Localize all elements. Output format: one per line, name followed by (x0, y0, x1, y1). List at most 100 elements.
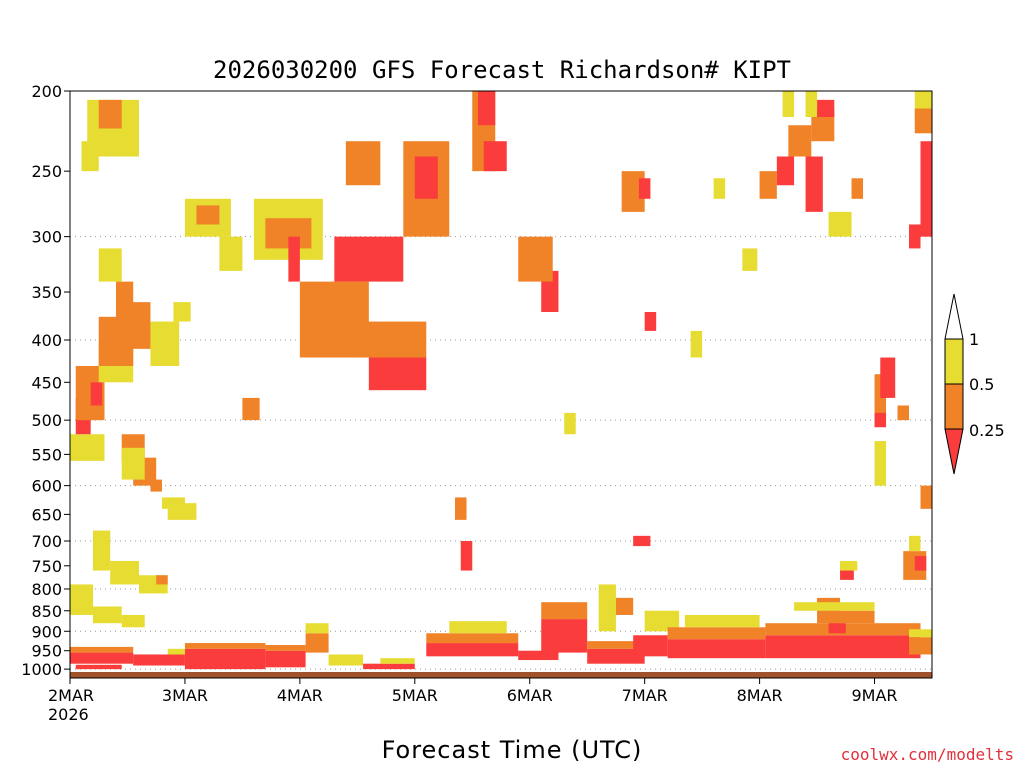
heatmap-cell (460, 541, 473, 571)
heatmap-cell (840, 560, 858, 571)
heatmap-cell (196, 205, 220, 225)
chart-title: 2026030200 GFS Forecast Richardson# KIPT (213, 56, 791, 84)
legend-label: 1 (969, 330, 979, 349)
heatmap-cell (644, 610, 680, 632)
heatmap-cell (92, 606, 122, 624)
x-tick-label: 2MAR (48, 686, 94, 705)
heatmap-cell (219, 236, 243, 271)
heatmap-cell (98, 248, 122, 282)
y-tick-label: 200 (31, 82, 62, 101)
heatmap-cell (897, 405, 910, 421)
heatmap-cell (357, 321, 427, 358)
legend-swatch (944, 383, 964, 430)
y-tick-label: 950 (31, 642, 62, 661)
heatmap-cell (363, 663, 415, 670)
x-tick-label: 9MAR (852, 686, 898, 705)
y-tick-label: 600 (31, 477, 62, 496)
heatmap-cell (334, 236, 404, 282)
heatmap-cell (156, 575, 168, 585)
y-tick-label: 700 (31, 532, 62, 551)
heatmap-cell (90, 382, 103, 406)
heatmap-cell (483, 141, 507, 172)
heatmap-cell (880, 357, 896, 398)
heatmap-cell (368, 357, 427, 391)
heatmap-cell (305, 623, 329, 634)
y-tick-label: 500 (31, 411, 62, 430)
heatmap-cell (133, 654, 185, 666)
heatmap-cell (478, 91, 496, 126)
heatmap-cell (92, 530, 111, 571)
legend-label: 0.5 (969, 375, 994, 394)
y-axis: 200 250 300 350 400 450 500 550 600 650 700 750 800 8… (21, 82, 70, 679)
y-tick-label: 400 (31, 331, 62, 350)
y-tick-label: 1000 (21, 660, 62, 679)
heatmap-cell (920, 485, 932, 509)
heatmap-cell (184, 643, 266, 649)
heatmap-cells (70, 91, 932, 670)
y-tick-label: 800 (31, 580, 62, 599)
heatmap-cell (150, 321, 180, 366)
y-tick-label: 850 (31, 602, 62, 621)
y-tick-label: 350 (31, 283, 62, 302)
heatmap-cell (817, 99, 835, 117)
heatmap-cell (828, 211, 852, 237)
credit-link[interactable]: coolwx.com/modelts (841, 745, 1014, 764)
heatmap-cell (518, 650, 559, 661)
y-tick-label: 750 (31, 557, 62, 576)
x-tick-label: 6MAR (507, 686, 553, 705)
heatmap-cell (426, 643, 519, 657)
heatmap-cell (587, 641, 645, 649)
heatmap-cell (518, 236, 553, 282)
heatmap-cell (909, 535, 921, 552)
heatmap-cell (794, 602, 875, 611)
heatmap-cell (667, 627, 766, 640)
heatmap-cell (615, 597, 634, 615)
heatmap-cell (598, 584, 616, 632)
heatmap-cell (265, 644, 306, 651)
heatmap-cell (70, 584, 93, 615)
heatmap-cell (70, 434, 105, 461)
heatmap-cell (684, 614, 760, 628)
legend-swatch (944, 338, 964, 385)
y-tick-label: 450 (31, 373, 62, 392)
x-tick-label: 3MAR (162, 686, 208, 705)
heatmap-cell (167, 648, 185, 655)
heatmap-cell (851, 178, 864, 199)
heatmap-cell (150, 479, 162, 492)
x-tick-label: 7MAR (622, 686, 668, 705)
heatmap-cell (426, 633, 519, 644)
heatmap-cell (299, 281, 369, 358)
heatmap-cell (782, 91, 795, 117)
x-tick-label: 8MAR (737, 686, 783, 705)
heatmap-cell (920, 141, 932, 237)
heatmap-cell (776, 156, 795, 186)
heatmap-cell (667, 639, 766, 659)
heatmap-cell (788, 125, 812, 157)
heatmap-cell (759, 171, 777, 199)
heatmap-cell (914, 556, 927, 571)
heatmap-cell (449, 621, 507, 634)
heatmap-cell (345, 141, 381, 186)
heatmap-cell (70, 652, 134, 664)
heatmap-cell (414, 156, 438, 199)
heatmap-cell (288, 236, 300, 282)
heatmap-cell (70, 646, 134, 653)
heatmap-cell (328, 654, 364, 666)
heatmap-cell (874, 412, 887, 428)
heatmap-cell (587, 648, 645, 664)
heatmap-cell (115, 281, 134, 312)
heatmap-cell (742, 248, 758, 271)
plot-frame (69, 90, 933, 679)
heatmap-cell (121, 614, 145, 628)
heatmap-cell (242, 397, 260, 421)
heatmap-cell (690, 330, 703, 358)
heatmap-cell (121, 447, 145, 480)
heatmap-cell (874, 441, 887, 486)
x-tick-label: 5MAR (392, 686, 438, 705)
heatmap-cell (914, 108, 932, 134)
legend-label: 0.25 (969, 421, 1005, 440)
legend-swatch-bottom (944, 428, 964, 475)
y-tick-label: 550 (31, 445, 62, 464)
